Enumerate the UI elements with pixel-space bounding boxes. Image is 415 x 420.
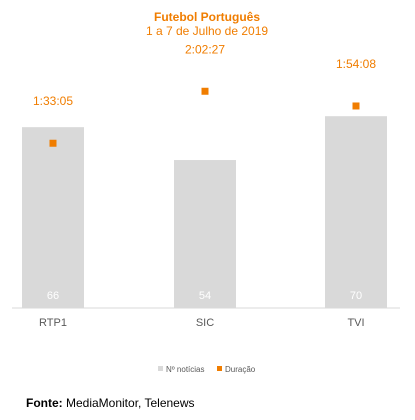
- legend-label-duracao: Duração: [225, 365, 256, 374]
- bar-label-tvi: 70: [350, 290, 362, 302]
- bar-label-sic: 54: [199, 290, 211, 302]
- plot-area: 66 1:33:05 RTP1 54 2:02:27 SIC 70 1:54:08 TVI: [12, 42, 400, 329]
- source-text: MediaMonitor, Telenews: [62, 396, 195, 410]
- bar-label-rtp1: 66: [47, 290, 59, 302]
- legend-swatch-noticias: [158, 366, 163, 371]
- duration-point-sic: [201, 87, 209, 95]
- duration-label-rtp1: 1:33:05: [33, 94, 73, 108]
- legend-swatch-duracao: [217, 366, 222, 371]
- source-label: Fonte:: [26, 396, 63, 410]
- source-note: Fonte: MediaMonitor, Telenews: [26, 396, 195, 410]
- duration-point-rtp1: [49, 139, 57, 147]
- legend-label-noticias: Nº notícias: [166, 365, 205, 374]
- chart-subtitle: 1 a 7 de Julho de 2019: [146, 24, 268, 38]
- duration-label-sic: 2:02:27: [185, 42, 225, 56]
- x-tick-label-tvi: TVI: [347, 317, 364, 329]
- x-tick-label-sic: SIC: [196, 317, 214, 329]
- legend: Nº notícias Duração: [158, 365, 256, 374]
- x-tick-label-rtp1: RTP1: [39, 317, 67, 329]
- bar-rtp1: [22, 127, 84, 308]
- duration-point-tvi: [352, 102, 360, 110]
- duration-label-tvi: 1:54:08: [336, 57, 376, 71]
- bar-tvi: [325, 116, 387, 308]
- chart-title: Futebol Português: [154, 10, 260, 24]
- bar-sic: [174, 160, 236, 308]
